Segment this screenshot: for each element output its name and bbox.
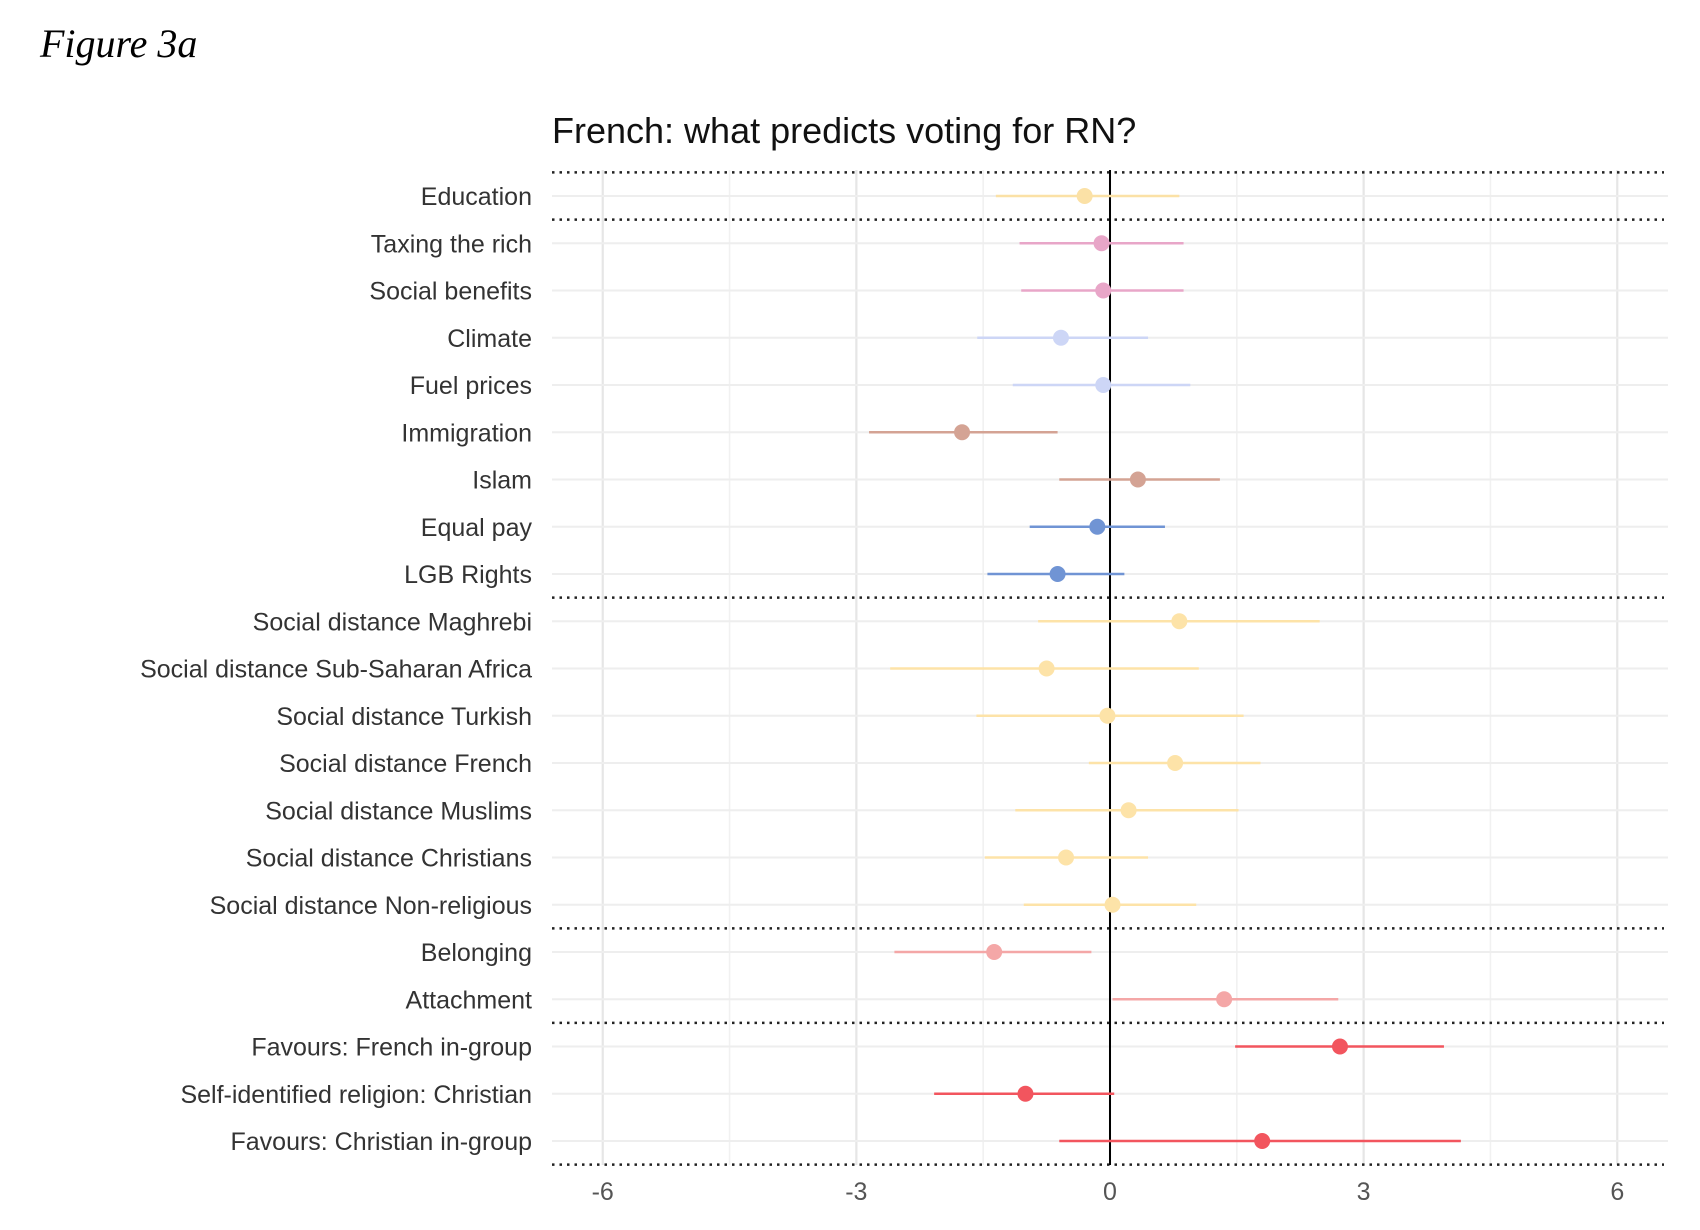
estimate-point [986,944,1003,960]
estimate-point [1089,518,1106,535]
figure-label: Figure 3a [40,21,198,66]
estimate-point [1095,377,1112,393]
category-label: Equal pay [421,514,533,542]
x-tick-label: 0 [1103,1178,1117,1206]
category-label: Social distance Christians [246,845,532,873]
estimate-point [1017,1085,1034,1102]
estimate-point [954,424,971,441]
category-label: Social distance French [279,750,532,778]
category-label: Social distance Turkish [276,703,532,731]
category-label: Fuel prices [410,372,532,400]
category-label: Favours: French in-group [251,1034,532,1062]
x-tick-label: -6 [592,1178,614,1206]
estimate-point [1049,566,1066,582]
x-tick-label: -3 [845,1178,867,1206]
category-label: Belonging [421,939,532,967]
estimate-point [1129,471,1146,488]
category-label: Climate [447,325,532,353]
tick-label-layer: -6 -3 0 3 6 [592,1178,1625,1206]
estimate-point [1254,1133,1271,1149]
category-label: Attachment [406,986,533,1014]
category-label-layer: Education Taxing the rich Social benefits C… [140,183,532,1156]
estimate-point [1104,896,1121,913]
estimate-point [1093,235,1110,252]
estimate-point [1331,1038,1348,1055]
category-label: LGB Rights [404,561,532,589]
estimate-point [1038,660,1055,677]
x-tick-label: 3 [1357,1178,1371,1206]
category-label: Social distance Sub-Saharan Africa [140,656,532,684]
estimate-point [1171,613,1188,630]
category-label: Favours: Christian in-group [230,1128,532,1156]
category-label: Social distance Non-religious [210,892,532,920]
estimate-point [1216,991,1233,1008]
estimate-point [1058,849,1075,866]
estimate-point [1099,707,1116,724]
estimate-point [1076,188,1093,204]
category-label: Social benefits [369,278,532,306]
category-label: Social distance Maghrebi [253,608,532,636]
point-layer [954,188,1348,1149]
estimate-point [1095,282,1112,299]
x-tick-label: 6 [1610,1178,1624,1206]
estimate-point [1167,755,1184,771]
estimate-point [1120,802,1137,819]
category-label: Islam [472,467,532,495]
category-label: Immigration [401,419,532,447]
category-label: Taxing the rich [371,230,532,258]
chart-title: French: what predicts voting for RN? [552,110,1136,151]
category-label: Social distance Muslims [265,797,532,825]
category-label: Education [421,183,532,211]
category-label: Self-identified religion: Christian [180,1081,532,1109]
separator-layer [552,171,1664,1166]
estimate-point [1052,329,1069,346]
